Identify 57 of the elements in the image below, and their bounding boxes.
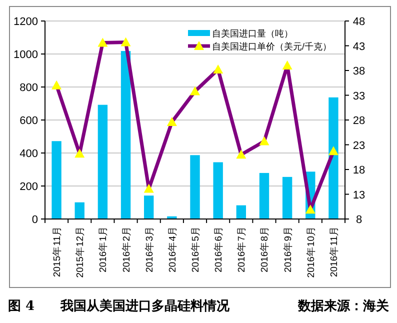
point xyxy=(282,60,292,70)
y2-tick-label: 28 xyxy=(352,115,366,127)
y-tick-label: 800 xyxy=(20,82,38,94)
x-tick-label: 2016年8月 xyxy=(258,226,271,272)
point xyxy=(98,38,108,47)
bar xyxy=(282,176,292,219)
point xyxy=(144,184,154,193)
bar xyxy=(213,162,223,219)
bar xyxy=(259,172,270,219)
y-tick-label: 600 xyxy=(20,115,38,127)
y2-tick-label: 18 xyxy=(352,164,366,176)
x-tick-label: 2016年9月 xyxy=(282,226,294,272)
y-tick-label: 0 xyxy=(32,214,38,226)
legend-label: 自美国进口单价（美元/千克） xyxy=(212,42,332,52)
bar xyxy=(236,205,246,219)
point xyxy=(236,150,246,159)
x-tick-label: 2016年4月 xyxy=(166,226,178,272)
point xyxy=(305,204,316,214)
y2-tick-label: 43 xyxy=(352,40,366,53)
legend-label: 自美国进口量（吨） xyxy=(212,28,293,38)
point xyxy=(259,136,270,146)
point xyxy=(74,148,85,158)
point xyxy=(52,80,62,90)
point xyxy=(120,37,131,46)
point xyxy=(166,116,177,126)
bar xyxy=(98,104,108,219)
y2-tick-label: 13 xyxy=(352,189,366,202)
bar xyxy=(144,196,154,219)
y-tick-label: 200 xyxy=(20,181,38,193)
x-tick-label: 2016年2月 xyxy=(120,226,132,272)
bar xyxy=(74,202,84,219)
source-note: 数据来源：海关 xyxy=(297,298,390,314)
y-tick-label: 400 xyxy=(20,148,38,160)
x-tick-label: 2016年1月 xyxy=(97,226,110,272)
caption: 图 4 我国从美国进口多晶硅料情况 xyxy=(8,298,231,314)
x-tick-label: 2015年11月 xyxy=(51,226,64,277)
point xyxy=(190,86,200,96)
x-tick-label: 2016年5月 xyxy=(190,226,202,272)
point xyxy=(328,146,338,156)
bar xyxy=(52,141,62,219)
x-tick-label: 2016年6月 xyxy=(212,226,225,272)
y2-tick-label: 48 xyxy=(352,16,366,28)
x-tick-label: 2016年3月 xyxy=(143,226,156,272)
y2-tick-label: 23 xyxy=(352,140,366,152)
x-tick-label: 2016年11月 xyxy=(328,226,340,277)
y-tick-label: 1200 xyxy=(14,16,38,28)
bar xyxy=(190,155,200,219)
y2-tick-label: 8 xyxy=(356,214,362,226)
x-tick-label: 2016年7月 xyxy=(236,226,248,272)
x-tick-label: 2016年10月 xyxy=(304,226,317,278)
x-tick-label: 2015年12月 xyxy=(74,226,86,278)
bar xyxy=(120,51,131,219)
bar xyxy=(328,97,338,219)
y-tick-label: 1000 xyxy=(14,49,38,61)
point xyxy=(213,64,224,74)
y2-tick-label: 38 xyxy=(352,66,366,78)
y2-tick-label: 33 xyxy=(352,90,366,102)
